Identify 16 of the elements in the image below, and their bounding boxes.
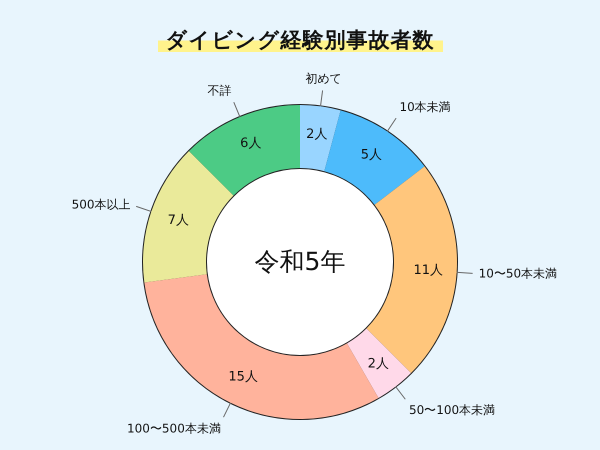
data-label: 5人 xyxy=(360,148,382,163)
data-label: 11人 xyxy=(413,262,443,278)
data-label: 2人 xyxy=(368,356,389,372)
data-label: 15人 xyxy=(228,370,258,385)
slice-label: 不詳 xyxy=(208,84,232,98)
data-label: 7人 xyxy=(168,213,189,228)
slice-label: 100〜500本未満 xyxy=(127,422,221,436)
slice-label: 10〜50本未満 xyxy=(478,266,558,281)
data-label: 6人 xyxy=(240,136,262,151)
slice-label: 50〜100本未満 xyxy=(408,403,496,418)
slice-label: 初めて xyxy=(305,72,342,86)
slice-label: 500本以上 xyxy=(72,197,130,212)
chart-title: ダイビング経験別事故者数 xyxy=(158,28,442,52)
text: 令和5年 xyxy=(254,246,346,278)
data-label: 2人 xyxy=(306,127,328,142)
slice-label: 10本未満 xyxy=(399,100,451,114)
